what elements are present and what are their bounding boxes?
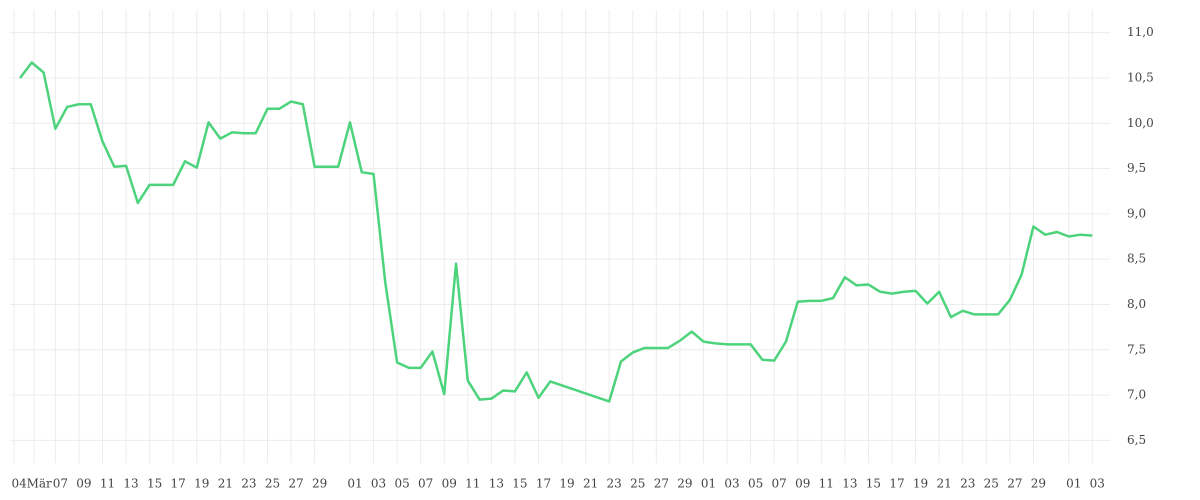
x-tick-label: 29 [312,477,327,491]
x-tick-label: 05 [748,477,763,491]
x-tick-label: 27 [1007,477,1022,491]
x-tick-label: 01 [1066,477,1081,491]
x-tick-label: 13 [842,477,857,491]
x-tick-label: 15 [147,477,162,491]
x-tick-label: 21 [936,477,951,491]
x-tick-label: 23 [960,477,975,491]
x-tick-label: 27 [654,477,669,491]
x-tick-label: 11 [819,477,834,491]
x-tick-label: 07 [418,477,433,491]
x-tick-label: 01 [347,477,362,491]
x-tick-label: 27 [288,477,303,491]
y-tick-label: 9,0 [1127,206,1146,220]
y-tick-label: 6,5 [1127,433,1146,447]
x-tick-label: 21 [583,477,598,491]
x-tick-label: 29 [677,477,692,491]
x-tick-label: 13 [489,477,504,491]
x-tick-label: 23 [607,477,622,491]
x-tick-label: 21 [218,477,233,491]
x-tick-label: 19 [559,477,574,491]
y-tick-label: 7,0 [1127,388,1146,402]
x-tick-label: 15 [866,477,881,491]
x-tick-label: 07 [53,477,68,491]
x-tick-label: 07 [772,477,787,491]
x-tick-label: 19 [194,477,209,491]
x-tick-label: 03 [1090,477,1105,491]
y-tick-label: 8,5 [1127,252,1146,266]
x-tick-label: 15 [512,477,527,491]
x-tick-label: 09 [76,477,91,491]
x-tick-label: 11 [100,477,115,491]
x-tick-label: 03 [724,477,739,491]
x-tick-label: 25 [265,477,280,491]
x-tick-label: 04 [11,477,27,491]
x-tick-label: 23 [241,477,256,491]
y-tick-label: 9,5 [1127,161,1146,175]
x-tick-label: 29 [1031,477,1046,491]
x-tick-label: 19 [913,477,928,491]
y-tick-label: 8,0 [1127,297,1146,311]
data-line [19,61,1093,403]
x-tick-label: 25 [630,477,645,491]
y-tick-label: 11,0 [1127,25,1154,39]
x-tick-label: 17 [171,477,186,491]
x-tick-label: 17 [889,477,904,491]
x-tick-label: 25 [984,477,999,491]
x-tick-label: 05 [394,477,409,491]
x-tick-label: 11 [465,477,480,491]
x-tick-label: 13 [123,477,138,491]
y-tick-label: 7,5 [1127,342,1146,356]
x-tick-label: 01 [701,477,716,491]
x-tick-label: 09 [442,477,457,491]
x-tick-label: 09 [795,477,810,491]
x-tick-label: 03 [371,477,386,491]
x-tick-label: 17 [536,477,551,491]
y-tick-label: 10,0 [1127,116,1154,130]
y-tick-label: 10,5 [1127,70,1154,84]
x-tick-label: Mär [27,477,52,491]
